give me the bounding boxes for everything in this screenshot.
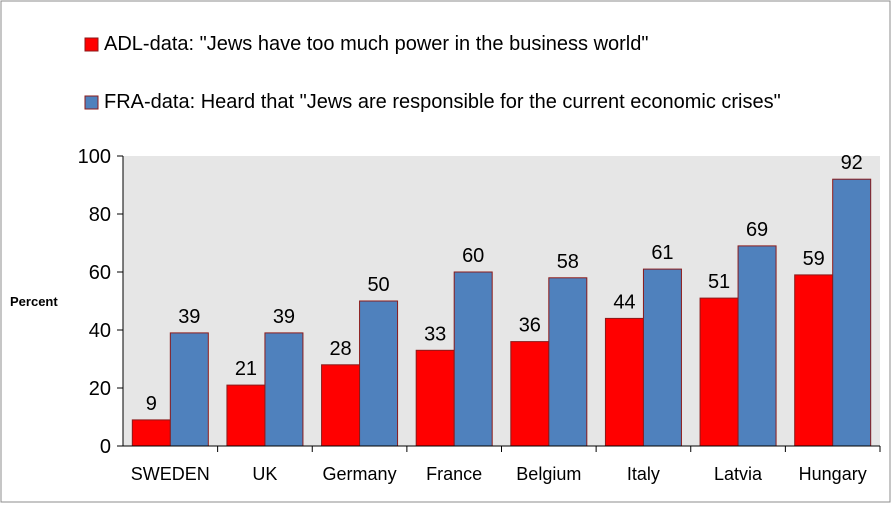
y-tick-label: 80 <box>89 204 111 226</box>
bar-adl-france <box>416 350 454 446</box>
value-label: 60 <box>462 245 484 267</box>
x-tick-label: UK <box>252 464 277 484</box>
x-tick-label: Hungary <box>799 464 867 484</box>
value-label: 51 <box>708 271 730 293</box>
bar-adl-italy <box>605 318 643 446</box>
bar-fra-uk <box>265 333 303 446</box>
y-tick-label: 20 <box>89 378 111 400</box>
legend-swatch <box>85 38 98 51</box>
bar-fra-belgium <box>549 278 587 446</box>
bar-fra-hungary <box>833 179 871 446</box>
x-tick-label: Italy <box>627 464 660 484</box>
bar-adl-germany <box>322 365 360 446</box>
x-tick-label: Latvia <box>714 464 763 484</box>
bar-adl-hungary <box>795 275 833 446</box>
value-label: 59 <box>803 248 825 270</box>
x-tick-label: France <box>426 464 482 484</box>
value-label: 36 <box>519 315 541 337</box>
bar-fra-latvia <box>738 246 776 446</box>
bar-adl-uk <box>227 385 265 446</box>
y-tick-label: 100 <box>78 146 111 168</box>
x-tick-label: Germany <box>323 464 397 484</box>
value-label: 92 <box>841 152 863 174</box>
y-tick-label: 40 <box>89 320 111 342</box>
value-label: 44 <box>613 291 635 313</box>
value-label: 69 <box>746 219 768 241</box>
x-tick-label: SWEDEN <box>131 464 210 484</box>
bar-adl-sweden <box>132 420 170 446</box>
value-label: 39 <box>273 306 295 328</box>
bar-adl-belgium <box>511 342 549 446</box>
y-tick-label: 0 <box>100 436 111 458</box>
x-tick-label: Belgium <box>516 464 581 484</box>
bar-fra-sweden <box>170 333 208 446</box>
bar-fra-germany <box>360 301 398 446</box>
y-axis-label: Percent <box>10 294 58 309</box>
value-label: 9 <box>146 393 157 415</box>
bar-fra-france <box>454 272 492 446</box>
value-label: 58 <box>557 251 579 273</box>
bar-fra-italy <box>643 269 681 446</box>
bar-adl-latvia <box>700 298 738 446</box>
legend-label: ADL-data: "Jews have too much power in t… <box>104 33 648 55</box>
value-label: 39 <box>178 306 200 328</box>
value-label: 33 <box>424 323 446 345</box>
y-tick-label: 60 <box>89 262 111 284</box>
value-label: 61 <box>651 242 673 264</box>
legend-label: FRA-data: Heard that "Jews are responsib… <box>104 91 781 113</box>
value-label: 50 <box>367 274 389 296</box>
value-label: 21 <box>235 358 257 380</box>
legend-swatch <box>85 96 98 109</box>
value-label: 28 <box>329 338 351 360</box>
